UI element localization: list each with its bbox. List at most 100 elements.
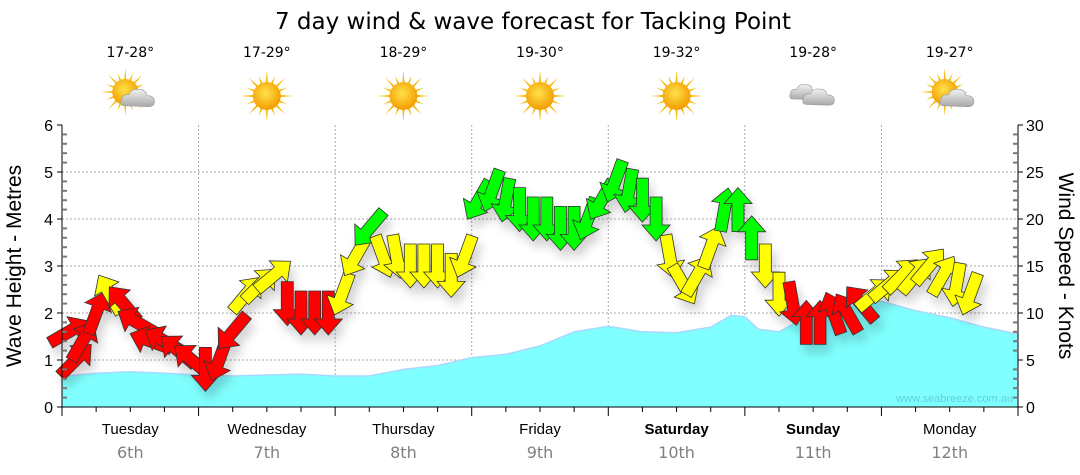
sun-ray bbox=[926, 95, 935, 100]
sun-ray bbox=[402, 70, 405, 84]
cloud-shape bbox=[939, 89, 975, 107]
y-left-tick-label: 1 bbox=[44, 353, 53, 370]
sun-ray bbox=[920, 90, 934, 94]
sun-ray bbox=[689, 94, 703, 98]
wind-arrow bbox=[82, 291, 112, 337]
sun-ray bbox=[411, 104, 422, 115]
y-right-tick-label: 25 bbox=[1026, 165, 1044, 182]
sun-ray bbox=[658, 77, 669, 88]
sun-ray bbox=[415, 94, 430, 98]
sun-ray bbox=[514, 94, 528, 98]
sun-ray bbox=[548, 104, 559, 115]
sun-ray bbox=[402, 108, 405, 122]
sun-ray bbox=[414, 87, 424, 93]
watermark: www.seabreeze.com.au bbox=[895, 393, 1013, 405]
y-right-tick-label: 30 bbox=[1026, 118, 1044, 135]
sun-ray bbox=[687, 99, 697, 105]
date-label: 10th bbox=[658, 443, 695, 462]
temperature-label: 17-28° bbox=[106, 45, 154, 61]
sun-ray bbox=[948, 73, 953, 82]
sun-ray bbox=[411, 77, 422, 88]
day-label: Sunday bbox=[786, 421, 841, 438]
sun-ray bbox=[680, 107, 685, 117]
sun-ray bbox=[684, 77, 695, 88]
day-label: Thursday bbox=[372, 421, 435, 438]
sun-ray bbox=[519, 87, 529, 93]
y-right-tick-label: 15 bbox=[1026, 259, 1044, 276]
sun-ray bbox=[407, 107, 412, 117]
sun-ray bbox=[668, 75, 673, 85]
sun-ray bbox=[952, 74, 962, 85]
y-right-tick-label: 20 bbox=[1026, 212, 1044, 229]
sun-ray bbox=[551, 99, 561, 105]
sun-disc bbox=[526, 82, 554, 110]
sun-ray bbox=[538, 108, 542, 122]
sun-ray bbox=[519, 99, 529, 105]
sun-ray bbox=[531, 107, 537, 117]
sun-ray bbox=[943, 67, 946, 81]
y-left-tick-label: 5 bbox=[44, 165, 53, 182]
day-label: Saturday bbox=[644, 421, 709, 438]
wind-arrow bbox=[641, 196, 671, 242]
sun-ray bbox=[650, 94, 665, 98]
sunny-icon bbox=[240, 70, 293, 122]
sun-ray bbox=[278, 99, 287, 105]
sun-ray bbox=[656, 99, 666, 105]
sun-ray bbox=[955, 84, 964, 89]
sun-ray bbox=[246, 87, 256, 93]
sun-ray bbox=[548, 77, 559, 88]
sun-ray bbox=[258, 75, 264, 85]
wind-arrows bbox=[46, 158, 984, 393]
wind-arrow bbox=[436, 252, 467, 299]
sunny-icon bbox=[514, 70, 566, 122]
sun-ray bbox=[407, 75, 412, 85]
y-right-tick-label: 10 bbox=[1026, 306, 1044, 323]
temperature-label: 19-32° bbox=[653, 45, 701, 61]
sun-ray bbox=[538, 70, 542, 84]
y-left-tick-label: 6 bbox=[44, 118, 53, 135]
sun-ray bbox=[385, 104, 396, 115]
sun-ray bbox=[943, 103, 946, 117]
day-label: Wednesday bbox=[227, 421, 306, 438]
temperature-label: 19-30° bbox=[516, 45, 564, 61]
sun-ray bbox=[248, 104, 259, 115]
axes: 0 1 2 3 4 5 6 0 5 10 15 20 25 30 bbox=[44, 118, 1044, 417]
sun-ray bbox=[680, 75, 685, 85]
wind-arrow bbox=[954, 270, 984, 316]
cloud-shape bbox=[802, 88, 835, 106]
sun-ray bbox=[265, 70, 268, 84]
sun-ray bbox=[265, 108, 268, 122]
date-label: 9th bbox=[527, 443, 554, 462]
sun-ray bbox=[521, 77, 532, 88]
sun-ray bbox=[270, 107, 276, 117]
sun-ray bbox=[124, 67, 127, 81]
y-right-tick-label: 0 bbox=[1026, 400, 1035, 417]
chart-title: 7 day wind & wave forecast for Tacking P… bbox=[275, 9, 791, 35]
sun-ray bbox=[106, 95, 115, 100]
temperature-label: 19-27° bbox=[926, 45, 974, 61]
wind-arrow bbox=[313, 290, 344, 336]
date-label: 11th bbox=[795, 443, 832, 462]
sun-ray bbox=[101, 90, 114, 94]
y-left-tick-label: 4 bbox=[44, 212, 53, 229]
sun-ray bbox=[658, 104, 669, 115]
temperature-label: 17-29° bbox=[243, 45, 291, 61]
sun-ray bbox=[927, 99, 938, 110]
sun-disc bbox=[252, 82, 281, 110]
sun-ray bbox=[531, 75, 537, 85]
temperature-label: 18-29° bbox=[380, 45, 428, 61]
sun-ray bbox=[414, 99, 424, 105]
sun-ray bbox=[106, 84, 115, 89]
sun-ray bbox=[551, 87, 561, 93]
sun-ray bbox=[395, 75, 400, 85]
sun-ray bbox=[258, 107, 264, 117]
sun-ray bbox=[552, 94, 566, 98]
wave-height-area bbox=[62, 301, 1018, 407]
y-axis-left-title: Wave Height - Metres bbox=[3, 165, 26, 367]
sun-disc bbox=[389, 82, 418, 110]
sun-ray bbox=[274, 104, 286, 115]
sun-ray bbox=[687, 87, 697, 93]
y-left-tick-label: 0 bbox=[44, 400, 53, 417]
partly-cloudy-icon bbox=[920, 67, 975, 117]
sun-ray bbox=[656, 87, 666, 93]
